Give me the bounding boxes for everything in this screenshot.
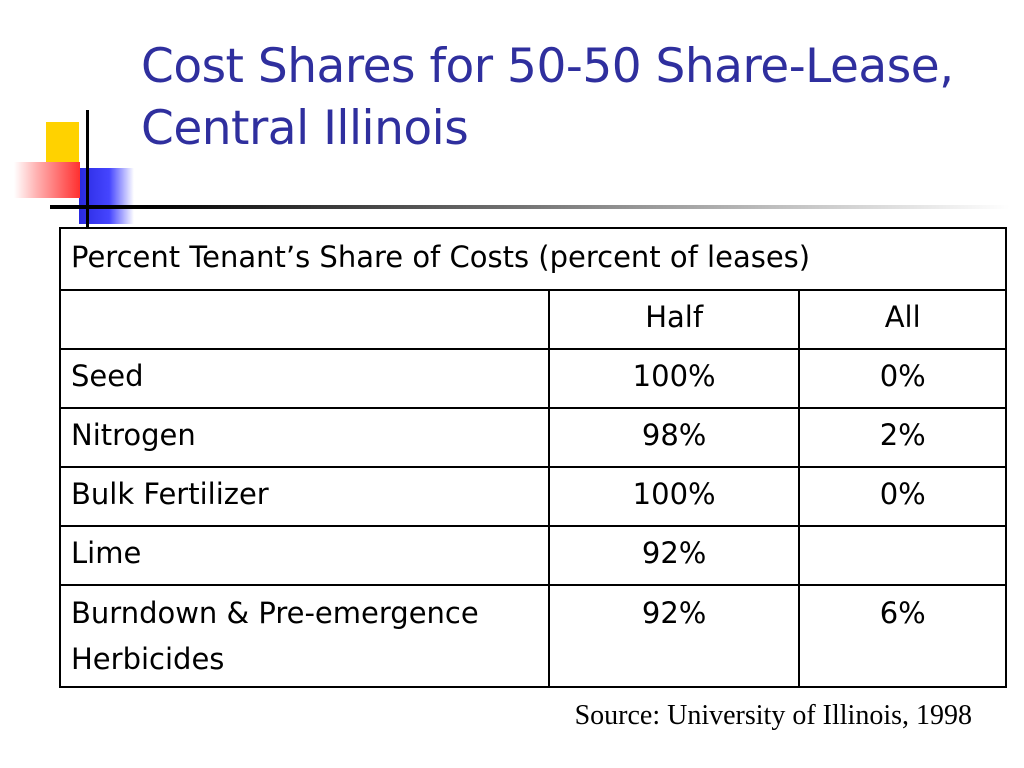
column-header-half: Half: [547, 289, 801, 350]
column-header-all: All: [798, 289, 1007, 350]
table-row: Seed 100% 0%: [59, 348, 1007, 409]
half-value: 92%: [547, 584, 801, 688]
table-header-row: Half All: [59, 289, 1007, 350]
table-caption: Percent Tenant’s Share of Costs (percent…: [59, 227, 1007, 291]
table-row: Bulk Fertilizer 100% 0%: [59, 466, 1007, 527]
half-value: 98%: [547, 407, 801, 468]
cost-share-table: Percent Tenant’s Share of Costs (percent…: [59, 227, 1007, 688]
row-label: Bulk Fertilizer: [59, 466, 550, 527]
all-value: [798, 525, 1007, 586]
source-citation: Source: University of Illinois, 1998: [574, 700, 972, 731]
all-value: 0%: [798, 466, 1007, 527]
all-value: 2%: [798, 407, 1007, 468]
title-underline-rule: [50, 205, 1010, 209]
red-bar-decoration: [14, 162, 80, 198]
slide-title: Cost Shares for 50-50 Share-Lease, Centr…: [141, 39, 954, 156]
table-row: Lime 92%: [59, 525, 1007, 586]
table-caption-row: Percent Tenant’s Share of Costs (percent…: [59, 227, 1007, 291]
table-row: Burndown & Pre-emergence Herbicides 92% …: [59, 584, 1007, 688]
row-label: Nitrogen: [59, 407, 550, 468]
row-label: Seed: [59, 348, 550, 409]
half-value: 100%: [547, 348, 801, 409]
half-value: 100%: [547, 466, 801, 527]
all-value: 0%: [798, 348, 1007, 409]
row-label: Burndown & Pre-emergence Herbicides: [59, 584, 550, 688]
all-value: 6%: [798, 584, 1007, 688]
vertical-rule-decoration: [86, 110, 89, 228]
yellow-square-decoration: [46, 122, 79, 167]
table-row: Nitrogen 98% 2%: [59, 407, 1007, 468]
column-header-item: [59, 289, 550, 350]
row-label: Lime: [59, 525, 550, 586]
half-value: 92%: [547, 525, 801, 586]
